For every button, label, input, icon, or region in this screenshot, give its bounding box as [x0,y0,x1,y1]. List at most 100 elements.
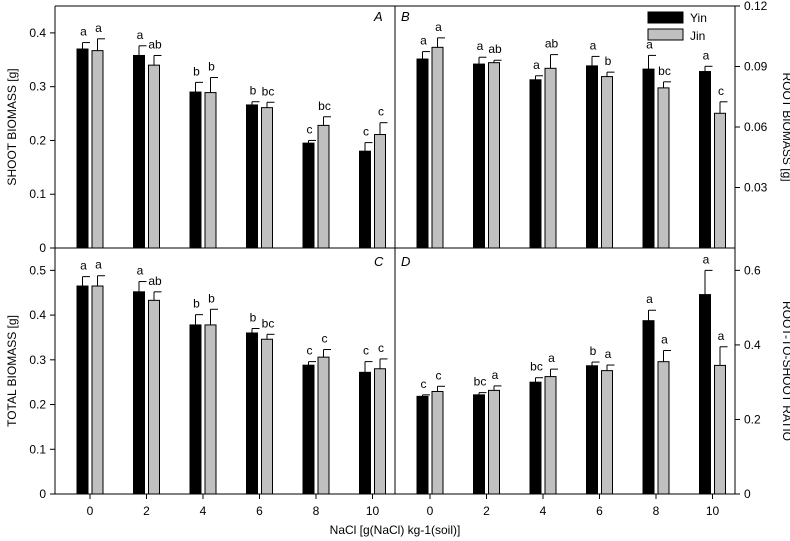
bar-d-yin-0 [416,395,429,495]
sig-letter-a-jin-2: b [208,60,215,74]
xtick-label-c-2: 4 [200,504,207,518]
xtick-label-c-0: 0 [87,504,94,518]
bar-b-yin-1 [473,63,485,249]
xtick-label-c-4: 8 [313,504,320,518]
ytick-label-d-3: 0.6 [744,263,761,277]
bar-d-yin-3 [586,365,598,495]
bar-b-yin-0 [416,58,429,249]
sig-letter-d-jin-5: a [718,329,725,343]
bar-a-jin-3 [261,107,273,249]
bar-a-yin-1 [133,54,145,249]
sig-letter-d-jin-0: c [436,368,442,382]
sig-letter-c-yin-4: c [307,344,313,358]
bar-d-yin-4 [642,320,655,495]
sig-letter-a-yin-2: b [193,64,200,78]
bar-c-yin-4 [302,364,315,495]
ytick-label-d-2: 0.4 [744,338,761,352]
bar-d-jin-0 [431,391,444,495]
bar-a-jin-2 [204,92,217,249]
panel-label-b: B [401,9,410,24]
ytick-label-c-5: 0.5 [29,263,46,277]
bar-b-jin-0 [431,46,444,249]
sig-letter-b-jin-4: bc [658,64,671,78]
sig-letter-d-yin-2: bc [530,360,543,374]
x-axis-title: NaCl [g(NaCl) kg-1(soil)] [330,523,461,537]
ytick-label-c-0: 0 [39,487,46,501]
sig-letter-b-jin-3: b [605,54,612,68]
legend-label-yin: Yin [690,11,707,25]
sig-letter-c-yin-1: a [137,264,144,278]
sig-letter-c-jin-1: ab [148,274,162,288]
bar-d-yin-5 [699,294,711,495]
ytick-label-a-4: 0.4 [29,26,46,40]
legend: Yin Jin [647,11,707,43]
sig-letter-d-jin-3: a [605,347,612,361]
sig-letter-c-jin-5: c [378,341,384,355]
bar-b-jin-4 [657,87,670,249]
bar-c-yin-0 [76,285,89,495]
sig-letter-b-yin-2: a [533,58,540,72]
sig-letter-c-jin-2: b [208,291,215,305]
ytick-label-d-1: 0.2 [744,412,761,426]
ytick-label-b-2: 0.09 [744,60,768,74]
sig-letter-b-jin-1: ab [488,42,502,56]
y-axis-title-total-biomass: TOTAL BIOMASS [g] [5,315,19,427]
sig-letter-b-yin-0: a [420,34,427,48]
xtick-label-c-1: 2 [143,504,150,518]
ytick-label-c-3: 0.3 [29,353,46,367]
sig-letter-d-yin-1: bc [474,375,487,389]
bar-d-yin-1 [473,394,485,495]
sig-letter-b-yin-3: a [590,38,597,52]
sig-letter-a-yin-5: c [363,125,369,139]
bar-a-jin-0 [91,50,104,249]
xtick-label-c-5: 10 [366,504,380,518]
bar-b-jin-2 [544,67,557,249]
ytick-label-c-2: 0.2 [29,398,46,412]
bar-d-jin-3 [601,370,613,495]
xtick-label-c-3: 6 [256,504,263,518]
sig-letter-a-yin-3: b [250,84,257,98]
bar-a-yin-3 [246,104,258,249]
bar-d-jin-1 [488,389,500,495]
bar-d-jin-4 [657,361,670,495]
xtick-label-d-5: 10 [706,504,720,518]
sig-letter-b-jin-2: ab [545,37,559,51]
ytick-label-a-3: 0.3 [29,80,46,94]
bar-d-jin-2 [544,376,557,495]
legend-swatch-jin [647,28,684,41]
bar-c-yin-3 [246,332,258,495]
bar-a-jin-1 [148,64,160,249]
y-axis-title-root-to-shoot-ratio: ROOT-TO-SHOOT RATIO [780,301,790,441]
ytick-label-a-1: 0.1 [29,187,46,201]
bar-c-yin-1 [133,291,145,495]
bar-b-jin-3 [601,76,613,249]
bar-c-jin-5 [374,368,386,495]
ytick-label-b-3: 0.12 [744,0,768,13]
sig-letter-d-yin-5: a [703,252,710,266]
xtick-label-d-2: 4 [540,504,547,518]
bar-b-yin-4 [642,68,655,249]
sig-letter-c-yin-3: b [250,311,257,325]
ytick-label-a-0: 0 [39,241,46,255]
sig-letter-b-jin-5: c [718,84,724,98]
bar-c-jin-4 [317,356,330,495]
ytick-label-a-2: 0.2 [29,133,46,147]
panel-label-d: D [401,254,410,269]
sig-letter-b-jin-0: a [435,20,442,34]
sig-letter-d-jin-4: a [661,333,668,347]
ytick-label-b-1: 0.06 [744,120,768,134]
sig-letter-a-yin-4: c [307,122,313,136]
sig-letter-b-yin-1: a [477,39,484,53]
bar-b-yin-5 [699,71,711,249]
bar-d-jin-5 [714,364,726,495]
sig-letter-c-yin-0: a [80,259,87,273]
sig-letter-c-yin-5: c [363,344,369,358]
sig-letter-d-jin-1: a [492,368,499,382]
bar-b-jin-5 [714,112,726,249]
bar-c-jin-1 [148,299,160,495]
sig-letter-a-yin-1: a [137,28,144,42]
bar-c-jin-3 [261,338,273,495]
bar-a-yin-4 [302,142,315,249]
